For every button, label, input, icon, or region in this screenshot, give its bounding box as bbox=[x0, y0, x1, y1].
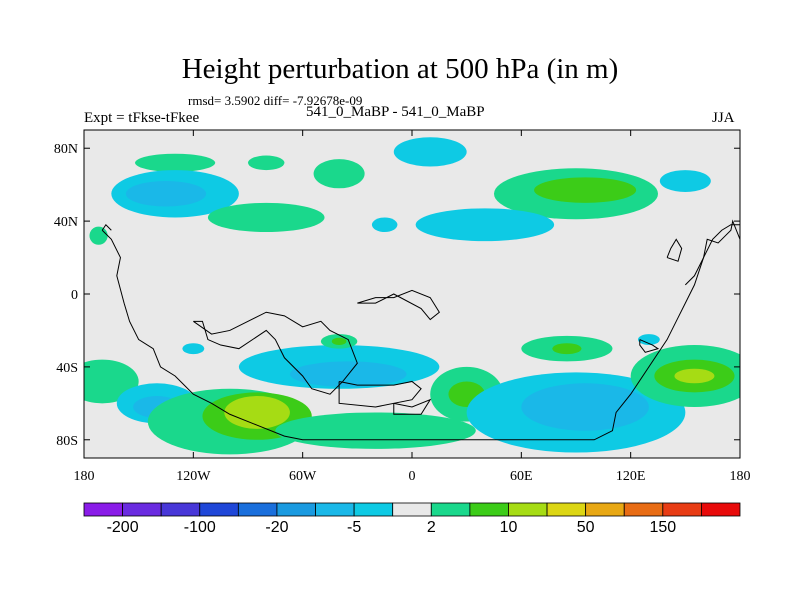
stats-label: rmsd= 3.5902 diff= -7.92678e-09 bbox=[188, 93, 363, 108]
coastline-7 bbox=[666, 238, 683, 262]
colorbar-label-1: -100 bbox=[184, 519, 216, 536]
contour-region-5 bbox=[313, 159, 365, 189]
contour-region-0 bbox=[135, 153, 216, 172]
colorbar-swatch-16 bbox=[701, 502, 741, 517]
y-tick-label-0: 80N bbox=[54, 142, 78, 157]
colorbar-swatch-11 bbox=[508, 502, 548, 517]
colorbar-label-5: 10 bbox=[500, 519, 518, 536]
colorbar-swatch-6 bbox=[315, 502, 355, 517]
contour-region-17 bbox=[182, 343, 205, 355]
colorbar-swatch-14 bbox=[623, 502, 664, 517]
x-tick-label-3: 0 bbox=[409, 469, 416, 484]
contour-region-23 bbox=[224, 396, 290, 429]
x-tick-label-5: 120E bbox=[616, 469, 646, 484]
contour-region-24 bbox=[275, 412, 476, 449]
coastline-layer bbox=[101, 219, 740, 441]
colorbar-swatch-2 bbox=[160, 502, 201, 517]
figure-title: Height perturbation at 500 hPa (in m) bbox=[181, 53, 619, 85]
contour-field-layer bbox=[84, 137, 740, 455]
colorbar-label-2: -20 bbox=[265, 519, 288, 536]
colorbar-swatch-8 bbox=[392, 502, 432, 517]
y-tick-label-1: 40N bbox=[54, 215, 78, 230]
contour-region-12 bbox=[89, 226, 108, 245]
run-label: 541_0_MaBP - 541_0_MaBP bbox=[306, 104, 485, 120]
y-tick-label-2: 0 bbox=[71, 288, 78, 303]
y-tick-label-4: 80S bbox=[56, 434, 78, 449]
contour-region-11 bbox=[415, 208, 555, 242]
contour-region-28 bbox=[521, 383, 649, 431]
contour-region-1 bbox=[248, 155, 285, 171]
contour-region-31 bbox=[637, 334, 660, 346]
contour-region-9 bbox=[534, 177, 637, 203]
colorbar-label-7: 150 bbox=[649, 519, 676, 536]
coastline-5 bbox=[639, 339, 660, 353]
contour-region-30 bbox=[552, 343, 582, 355]
contour-region-4 bbox=[207, 202, 325, 233]
x-tick-label-2: 60W bbox=[289, 469, 317, 484]
colorbar: -200 -100 -20 -5 2 10 50 150 bbox=[83, 502, 741, 536]
colorbar-swatch-9 bbox=[430, 502, 471, 517]
contour-region-10 bbox=[659, 170, 711, 192]
colorbar-swatch-15 bbox=[662, 502, 702, 517]
colorbar-label-0: -200 bbox=[107, 519, 139, 536]
colorbar-swatch-7 bbox=[353, 502, 394, 517]
coastline-1 bbox=[193, 311, 358, 395]
colorbar-swatch-12 bbox=[546, 502, 587, 517]
contour-region-3 bbox=[125, 181, 207, 207]
x-tick-label-1: 120W bbox=[176, 469, 211, 484]
contour-region-34 bbox=[674, 368, 715, 384]
axes-layer: 180 120W 60W 0 60E 120E 180 80N 40N 0 40S 80S bbox=[54, 130, 751, 484]
y-tick-label-3: 40S bbox=[56, 361, 78, 376]
contour-region-7 bbox=[393, 137, 467, 167]
x-tick-label-0: 180 bbox=[74, 469, 95, 484]
colorbar-label-6: 50 bbox=[577, 519, 595, 536]
experiment-label: Expt = tFkse-tFkee bbox=[84, 110, 200, 126]
coastline-8 bbox=[101, 223, 112, 231]
contour-region-6 bbox=[371, 217, 398, 233]
colorbar-swatch-13 bbox=[585, 502, 625, 517]
colorbar-label-3: -5 bbox=[347, 519, 361, 536]
colorbar-swatch-1 bbox=[122, 502, 162, 517]
colorbar-swatch-0 bbox=[83, 502, 123, 517]
colorbar-swatch-3 bbox=[199, 502, 239, 517]
colorbar-swatch-4 bbox=[237, 502, 278, 517]
colorbar-swatch-5 bbox=[276, 502, 316, 517]
colorbar-swatch-10 bbox=[469, 502, 509, 517]
season-label: JJA bbox=[712, 110, 735, 126]
coastline-3 bbox=[393, 398, 432, 415]
x-tick-label-4: 60E bbox=[510, 469, 533, 484]
coastline-4 bbox=[357, 289, 440, 321]
coastline-2 bbox=[338, 380, 422, 408]
x-tick-label-6: 180 bbox=[730, 469, 751, 484]
colorbar-label-4: 2 bbox=[427, 519, 436, 536]
coastline-6 bbox=[684, 219, 740, 286]
contour-region-16 bbox=[331, 337, 347, 346]
coastline-0 bbox=[101, 224, 740, 441]
